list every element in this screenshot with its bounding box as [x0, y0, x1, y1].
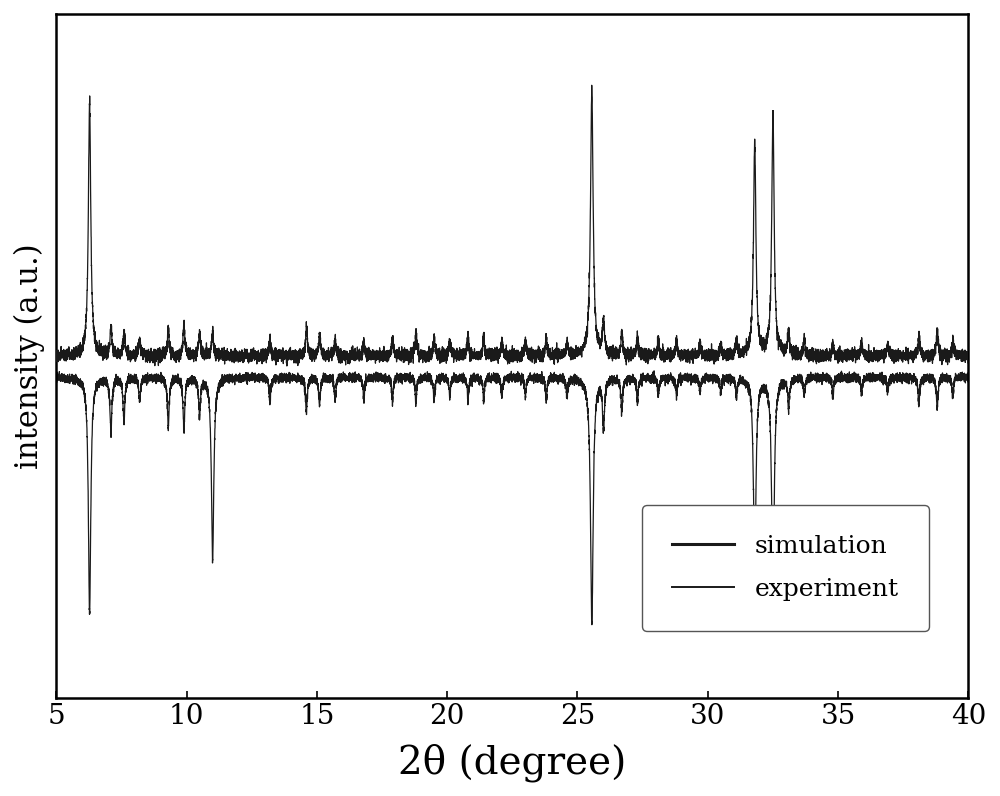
X-axis label: 2θ (degree): 2θ (degree) [398, 743, 627, 782]
Y-axis label: intensity (a.u.): intensity (a.u.) [14, 243, 45, 469]
Legend: simulation, experiment: simulation, experiment [642, 505, 929, 630]
